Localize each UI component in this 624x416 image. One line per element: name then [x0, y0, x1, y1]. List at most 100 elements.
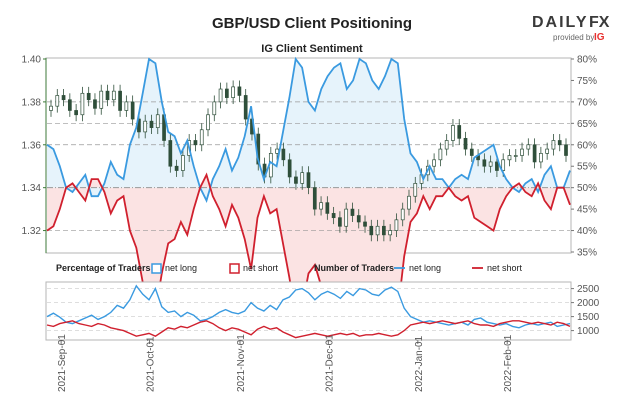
candle-body	[545, 148, 550, 154]
legend-pct-short-swatch	[229, 263, 240, 274]
traders-grid	[47, 288, 570, 331]
legend-num-short-label: net short	[487, 263, 523, 273]
traders-net-short-line	[46, 320, 571, 339]
legend-pct-long-label: net long	[165, 263, 197, 273]
date-tick-label: 2022-Jan-01	[414, 335, 425, 392]
price-tick-label: 1.34	[22, 183, 42, 194]
traders-net-long-line	[46, 284, 571, 329]
legend-pct-long-swatch	[151, 263, 162, 274]
candle-body	[432, 159, 436, 167]
candle-body	[287, 159, 292, 178]
candle-body	[275, 148, 279, 154]
candle-body	[130, 101, 135, 120]
percent-tick-label: 40%	[577, 226, 597, 237]
candle-body	[105, 90, 110, 101]
provided-by-text: provided by	[553, 33, 594, 42]
net-long-line	[46, 56, 571, 203]
candle-body	[199, 129, 204, 146]
price-tick-label: 1.38	[22, 97, 42, 108]
candle-body	[438, 148, 443, 161]
candle-body	[312, 187, 317, 210]
candle-body	[111, 90, 116, 101]
candle-body	[243, 95, 248, 120]
candle-body	[388, 230, 392, 236]
candle-body	[407, 195, 411, 210]
candle-body	[488, 161, 493, 167]
date-tick-label: 2021-Oct-01	[146, 336, 157, 392]
candle-body	[319, 202, 323, 210]
chart-subtitle: IG Client Sentiment	[261, 43, 363, 55]
candle-body	[344, 208, 349, 227]
percent-tick-label: 60%	[577, 140, 597, 151]
sentiment-panel: 1.32 1.34 1.36 1.38 1.40 35% 40% 45% 50% 55% 60% 6…	[22, 55, 597, 319]
percent-tick-label: 45%	[577, 205, 597, 216]
candle-body	[331, 213, 336, 219]
percent-tick-label: 50%	[577, 183, 597, 194]
candle-body	[143, 120, 148, 133]
legend: Percentage of Traders net long net short…	[56, 263, 523, 274]
candle-body	[67, 99, 72, 111]
price-candles	[49, 80, 568, 242]
date-axis: 2021-Sep-01 2021-Oct-01 2021-Nov-01 2021-De…	[57, 334, 514, 392]
candle-body	[532, 144, 537, 163]
candle-body	[225, 88, 229, 98]
candle-body	[218, 88, 223, 103]
candle-body	[86, 92, 91, 101]
candle-body	[539, 153, 543, 163]
percent-tick-label: 65%	[577, 119, 597, 130]
candle-body	[495, 161, 499, 171]
brand-daily: DAILY	[532, 14, 589, 31]
candle-body	[350, 208, 355, 216]
brand-fx: FX	[589, 14, 610, 31]
candle-body	[118, 90, 122, 111]
candle-body	[99, 90, 104, 109]
net-short-line	[46, 172, 571, 319]
candle-body	[482, 159, 487, 167]
candle-body	[564, 144, 568, 156]
percent-tick-label: 35%	[577, 248, 597, 259]
candle-body	[49, 105, 53, 111]
candle-body	[457, 125, 462, 139]
candle-body	[294, 176, 298, 184]
candle-body	[513, 155, 518, 157]
percent-tick-label: 75%	[577, 76, 597, 87]
candle-body	[231, 86, 235, 98]
percent-axis: 35% 40% 45% 50% 55% 60% 65% 70% 75% 80%	[571, 55, 597, 259]
candle-body	[463, 137, 468, 150]
candle-body	[338, 217, 342, 227]
price-tick-label: 1.36	[22, 140, 42, 151]
candle-body	[557, 140, 562, 146]
candle-body	[206, 114, 210, 131]
percent-tick-label: 70%	[577, 97, 597, 108]
candle-body	[382, 225, 386, 236]
candle-body	[281, 148, 286, 161]
candle-body	[61, 95, 66, 101]
legend-num-long-label: net long	[409, 263, 441, 273]
candle-body	[80, 92, 85, 116]
price-tick-label: 1.32	[22, 226, 42, 237]
candle-body	[526, 144, 531, 150]
traders-tick-label: 1000	[577, 326, 600, 337]
candle-body	[306, 172, 311, 189]
candle-body	[149, 120, 154, 128]
traders-panel: 1000 1500 2000 2500	[45, 281, 600, 341]
ig-logo: IG	[594, 32, 605, 43]
traders-tick-label: 1500	[577, 312, 600, 323]
date-tick-label: 2021-Dec-01	[324, 334, 335, 392]
candle-body	[501, 159, 506, 171]
candle-body	[469, 148, 474, 156]
candle-body	[174, 165, 179, 171]
candle-body	[155, 114, 160, 128]
candle-body	[55, 95, 60, 107]
price-tick-label: 1.40	[22, 55, 42, 66]
legend-pct-title: Percentage of Traders	[56, 263, 151, 273]
candle-body	[300, 172, 305, 184]
candle-body	[325, 202, 330, 214]
candle-body	[507, 155, 512, 161]
candle-body	[444, 140, 449, 150]
candle-body	[413, 183, 418, 197]
candle-body	[394, 219, 399, 231]
chart-title: GBP/USD Client Positioning	[212, 15, 412, 32]
candle-body	[551, 140, 556, 150]
price-axis: 1.32 1.34 1.36 1.38 1.40	[22, 55, 47, 253]
